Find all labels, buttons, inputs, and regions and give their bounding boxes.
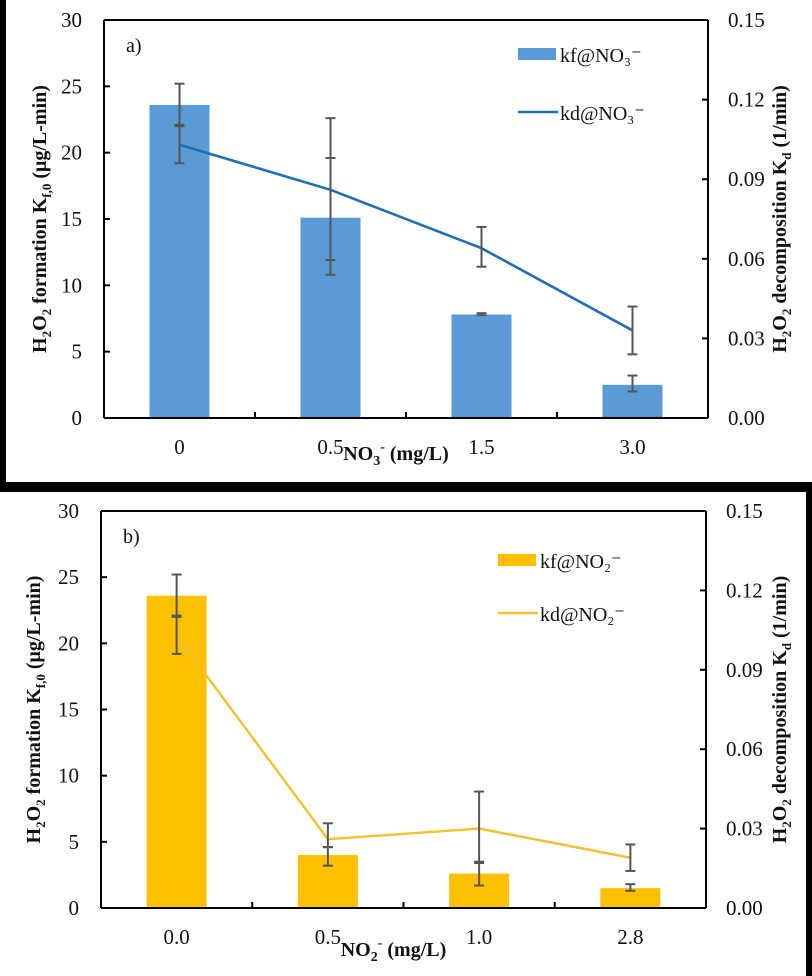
chart-a-svg: 0 5 10 15 20 25 30 0.00 0.03 0.06 0.09 0.12 0.15 0 0.5… bbox=[29, 8, 794, 469]
y-tick-label-a-5: 25 bbox=[61, 74, 82, 98]
kf-error-bar-a-3 bbox=[627, 374, 638, 393]
kd-error-bar-a-3 bbox=[627, 305, 638, 356]
panel-label-a: a) bbox=[126, 35, 142, 57]
y2-axis-title-b: H2O2 decomposition Kd (1/min) bbox=[769, 576, 794, 843]
y2-tick-label-b-1: 0.03 bbox=[726, 817, 763, 841]
x-axis-title-b: NO2- (mg/L) bbox=[341, 936, 447, 965]
y-axis-title-a: H2O2 formation Kf,0 (μg/L-min) bbox=[29, 85, 54, 353]
legend-label-kf-b: kf@NO₂⁻ bbox=[540, 551, 622, 573]
y-tick-label-a-2: 10 bbox=[61, 273, 82, 297]
y2-tick-label-b-3: 0.09 bbox=[726, 658, 763, 682]
x-tick-label-a-3: 3.0 bbox=[619, 435, 645, 459]
kd-error-bar-b-1 bbox=[322, 822, 333, 849]
y2-tick-label-b-2: 0.06 bbox=[726, 737, 763, 761]
kf-error-bar-a-2 bbox=[476, 312, 487, 317]
y2-tick-label-a-3: 0.09 bbox=[728, 167, 765, 191]
x-tick-label-b-1: 0.5 bbox=[315, 925, 341, 949]
kd-error-bar-b-2 bbox=[474, 790, 485, 865]
y2-tick-label-a-0: 0.00 bbox=[728, 406, 765, 430]
x-axis-title-a: NO3- (mg/L) bbox=[343, 440, 449, 469]
y-tick-label-b-5: 25 bbox=[58, 565, 79, 589]
legend-label-kf-a: kf@NO₃⁻ bbox=[560, 45, 642, 67]
y-tick-label-a-6: 30 bbox=[61, 8, 82, 32]
legend-swatch-kf-b bbox=[498, 554, 536, 566]
kd-error-bar-b-0 bbox=[171, 615, 182, 655]
x-tick-label-b-2: 1.0 bbox=[466, 925, 492, 949]
legend-swatch-kf-a bbox=[518, 48, 556, 60]
y-tick-label-a-3: 15 bbox=[61, 207, 82, 231]
y2-tick-label-b-5: 0.15 bbox=[726, 499, 763, 523]
y2-tick-label-a-4: 0.12 bbox=[728, 88, 765, 112]
kd-line-a bbox=[179, 143, 634, 332]
y-tick-label-a-4: 20 bbox=[61, 141, 82, 165]
kf-error-bar-a-0 bbox=[174, 82, 185, 126]
y-tick-label-b-1: 5 bbox=[69, 830, 80, 854]
x-tick-label-b-3: 2.8 bbox=[617, 925, 643, 949]
y-tick-label-b-0: 0 bbox=[69, 896, 80, 920]
x-tick-label-b-0: 0.0 bbox=[164, 925, 190, 949]
y2-tick-label-a-1: 0.03 bbox=[728, 326, 765, 350]
legend-label-kd-a: kd@NO₃⁻ bbox=[560, 103, 645, 125]
x-tick-label-a-0: 0 bbox=[174, 435, 185, 459]
kd-error-bar-a-1 bbox=[325, 117, 336, 276]
panel-label-b: b) bbox=[123, 526, 140, 548]
kd-error-bar-a-0 bbox=[174, 125, 185, 165]
bar-a-2 bbox=[451, 314, 512, 418]
y2-tick-label-a-2: 0.06 bbox=[728, 247, 765, 271]
kd-error-bar-b-3 bbox=[625, 843, 636, 872]
y2-tick-label-b-0: 0.00 bbox=[726, 896, 763, 920]
kf-error-bar-b-3 bbox=[625, 883, 636, 892]
kd-line-b bbox=[175, 634, 631, 859]
chart-panel-b: 0 5 10 15 20 25 30 0.00 0.03 0.06 0.09 0.12 0.15 0.0 0… bbox=[0, 492, 806, 976]
legend-label-kd-b: kd@NO₂⁻ bbox=[540, 604, 625, 626]
kd-error-bar-a-2 bbox=[476, 225, 487, 268]
y2-tick-label-b-4: 0.12 bbox=[726, 578, 763, 602]
bar-b-3 bbox=[600, 888, 661, 908]
kf-error-bar-b-0 bbox=[171, 573, 182, 617]
y-tick-label-b-2: 10 bbox=[58, 764, 79, 788]
x-tick-label-a-1: 0.5 bbox=[317, 435, 343, 459]
y2-tick-label-a-5: 0.15 bbox=[728, 8, 765, 32]
y-tick-label-b-4: 20 bbox=[58, 631, 79, 655]
y-tick-label-b-6: 30 bbox=[58, 499, 79, 523]
y-tick-label-b-3: 15 bbox=[58, 698, 79, 722]
chart-b-svg: 0 5 10 15 20 25 30 0.00 0.03 0.06 0.09 0.12 0.15 0.0 0… bbox=[23, 499, 794, 965]
y-tick-label-a-1: 5 bbox=[72, 340, 83, 364]
y-axis-title-b: H2O2 formation Kf,0 (μg/L-min) bbox=[23, 576, 48, 844]
x-tick-label-a-2: 1.5 bbox=[468, 435, 494, 459]
chart-panel-a: 0 5 10 15 20 25 30 0.00 0.03 0.06 0.09 0.12 0.15 0 0.5… bbox=[6, 0, 812, 482]
y2-axis-title-a: H2O2 decomposition Kd (1/min) bbox=[769, 85, 794, 352]
y-tick-label-a-0: 0 bbox=[72, 406, 83, 430]
